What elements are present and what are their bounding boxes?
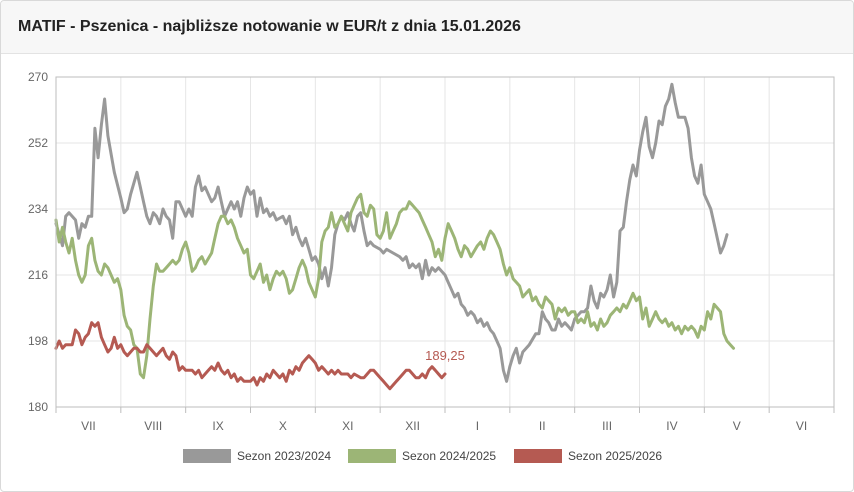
y-tick-label: 216 [28, 268, 48, 282]
legend-label: Sezon 2025/2026 [568, 449, 662, 463]
x-tick-label: VII [81, 419, 96, 433]
x-tick-label: I [476, 419, 479, 433]
y-tick-label: 252 [28, 136, 48, 150]
y-tick-label: 234 [28, 202, 48, 216]
legend-item-2[interactable]: Sezon 2024/2025 [348, 449, 496, 463]
chart-title: MATIF - Pszenica - najbliższe notowanie … [18, 18, 521, 35]
legend-label: Sezon 2024/2025 [402, 449, 496, 463]
x-tick-label: V [733, 419, 741, 433]
x-tick-label: II [539, 419, 546, 433]
legend[interactable]: Sezon 2023/2024 Sezon 2024/2025 Sezon 2025… [183, 449, 662, 463]
series-line-1 [54, 82, 729, 383]
x-tick-label: X [279, 419, 287, 433]
series-line-2 [54, 192, 735, 380]
legend-swatch [514, 449, 562, 463]
legend-item-3[interactable]: Sezon 2025/2026 [514, 449, 662, 463]
x-tick-label: VI [796, 419, 807, 433]
card-header: MATIF - Pszenica - najbliższe notowanie … [1, 1, 853, 54]
series-line-3 [54, 321, 447, 391]
legend-label: Sezon 2023/2024 [237, 449, 331, 463]
x-tick-label: IV [666, 419, 677, 433]
y-tick-label: 270 [28, 70, 48, 84]
last-value-label: 189,25 [425, 348, 465, 363]
x-tick-label: XI [342, 419, 353, 433]
x-tick-label: IX [212, 419, 223, 433]
y-tick-label: 198 [28, 334, 48, 348]
legend-swatch [183, 449, 231, 463]
y-tick-label: 180 [28, 400, 48, 414]
x-tick-label: VIII [144, 419, 162, 433]
legend-swatch [348, 449, 396, 463]
x-tick-label: XII [405, 419, 420, 433]
series-layer: 189,25 [54, 82, 735, 391]
x-tick-label: III [602, 419, 612, 433]
plot-frame [55, 76, 835, 408]
legend-item-1[interactable]: Sezon 2023/2024 [183, 449, 331, 463]
